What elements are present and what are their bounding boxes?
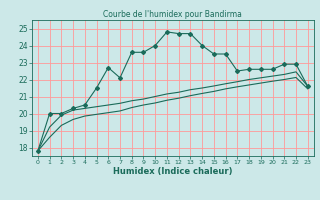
X-axis label: Humidex (Indice chaleur): Humidex (Indice chaleur) — [113, 167, 233, 176]
Title: Courbe de l'humidex pour Bandirma: Courbe de l'humidex pour Bandirma — [103, 10, 242, 19]
